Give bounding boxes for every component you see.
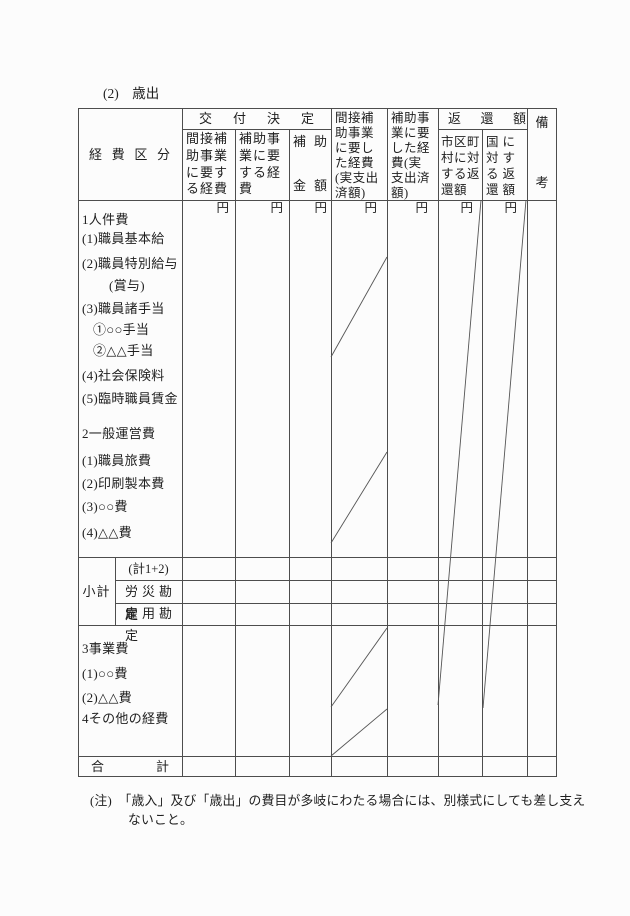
header-grant-decision-group: 交付決定 — [199, 111, 314, 126]
header-subsidy-amount-bottom: 金額 — [293, 178, 327, 193]
unit-yen-col3: 円 — [270, 201, 283, 215]
subtotal-row-koyo: 雇用勘定 — [125, 606, 172, 643]
page-title: (2) 歳出 — [103, 86, 160, 101]
header-remarks-top: 備 — [535, 115, 549, 130]
expense-row-label: (4)△△費 — [82, 525, 132, 540]
unit-yen-col6: 円 — [415, 201, 428, 215]
expense-row-label: 1人件費 — [82, 212, 129, 227]
header-expense-category: 経費区分 — [89, 147, 171, 162]
expense-row-label: 3事業費 — [82, 641, 129, 656]
subtotal-label: 小計 — [82, 583, 111, 599]
expense-row-label: (賞与) — [109, 278, 145, 293]
header-spent-expense: 補助事 業に要 した経 費(実 支出済 額) — [391, 111, 431, 200]
expense-row-label: (1)職員旅費 — [82, 453, 152, 468]
grand-total-label: 合計 — [91, 759, 169, 774]
expense-row-label: 2一般運営費 — [82, 426, 156, 441]
slash-marks — [330, 199, 527, 757]
expense-row-label: (3)職員諸手当 — [82, 301, 165, 316]
unit-yen-col2: 円 — [216, 201, 229, 215]
expense-row-label: (2)職員特別給与 — [82, 256, 178, 271]
header-remarks-bottom: 考 — [535, 175, 549, 190]
unit-yen-col8: 円 — [504, 201, 517, 215]
expense-row-label: (4)社会保険料 — [82, 368, 165, 383]
header-indirect-subsidy-expense: 間接補 助事業 に要す る経費 — [186, 131, 229, 197]
header-subsidy-amount-top: 補助 — [293, 134, 327, 149]
header-subsidy-amount: 補助 金額 — [289, 129, 331, 200]
subtotal-row-rosai: 労災勘定 — [125, 584, 172, 622]
footnote-line2: ないこと。 — [128, 813, 193, 827]
header-refund-municipal: 市区町 村に対 する返 還額 — [441, 135, 481, 197]
header-indirect-spent-expense: 間接補 助事業 に要し た経費 (実支出 済額) — [335, 111, 379, 200]
expense-row-label: (1)職員基本給 — [82, 231, 165, 246]
subtotal-row-total: (計1+2) — [128, 562, 169, 576]
header-refund-group: 返還額 — [448, 111, 526, 126]
expense-row-label: (3)○○費 — [82, 499, 128, 514]
header-refund-national: 国に 対す る返 還額 — [486, 135, 520, 197]
expense-row-label: 4その他の経費 — [82, 711, 169, 726]
header-remarks: 備 考 — [527, 108, 557, 200]
expense-row-label: ①○○手当 — [93, 322, 150, 337]
unit-yen-col5: 円 — [364, 201, 377, 215]
unit-yen-col4: 円 — [314, 201, 327, 215]
header-subsidy-expense: 補助事 業に要 する経 費 — [239, 131, 282, 197]
expense-row-label: ②△△手当 — [93, 343, 154, 358]
unit-yen-col7: 円 — [460, 201, 473, 215]
expense-row-label: (1)○○費 — [82, 666, 128, 681]
footnote-line1: (注) 「歳入」及び「歳出」の費目が多岐にわたる場合には、別様式にしても差し支え — [90, 794, 586, 808]
expense-row-label: (5)臨時職員賃金 — [82, 391, 178, 406]
expense-row-label: (2)△△費 — [82, 690, 132, 705]
expense-row-label: (2)印刷製本費 — [82, 476, 165, 491]
